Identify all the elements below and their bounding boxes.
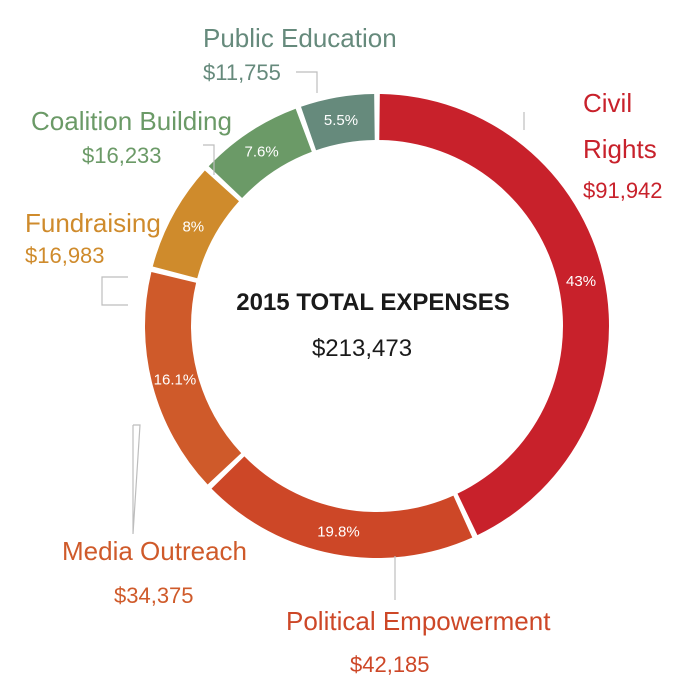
chart-total: $213,473 (312, 335, 412, 362)
slice-amount-label: $16,983 (25, 243, 105, 268)
slice-category-label: Civil (583, 88, 632, 118)
slice-amount-label: $42,185 (350, 652, 430, 677)
leader-line (296, 71, 318, 93)
donut-slice (379, 94, 610, 536)
chart-title: 2015 TOTAL EXPENSES (236, 289, 509, 316)
slice-percent-label: 5.5% (324, 112, 358, 129)
slice-percent-label: 43% (566, 273, 596, 290)
slice-category-label: Fundraising (25, 208, 161, 238)
donut-slice (211, 456, 473, 559)
slice-percent-label: 19.8% (317, 523, 360, 540)
slice-percent-label: 7.6% (245, 144, 279, 161)
slice-category-label: Public Education (203, 23, 397, 53)
slice-amount-label: $11,755 (203, 60, 281, 85)
slice-category-label: Media Outreach (62, 536, 247, 566)
leader-line (101, 276, 128, 306)
slice-category-label: Coalition Building (31, 106, 232, 136)
slice-percent-label: 8% (182, 218, 204, 235)
slice-amount-label: $34,375 (114, 583, 194, 608)
leader-line (132, 424, 141, 535)
donut-slice (208, 108, 312, 198)
slice-amount-label: $16,233 (82, 143, 162, 168)
donut-slice (145, 271, 242, 485)
slice-category-label: Political Empowerment (286, 606, 551, 636)
slice-category-label: Rights (583, 134, 657, 164)
slice-amount-label: $91,942 (583, 178, 663, 203)
leader-line (203, 144, 215, 175)
donut-slice (152, 170, 239, 279)
donut-slice (300, 94, 375, 151)
slice-percent-label: 16.1% (154, 371, 197, 388)
